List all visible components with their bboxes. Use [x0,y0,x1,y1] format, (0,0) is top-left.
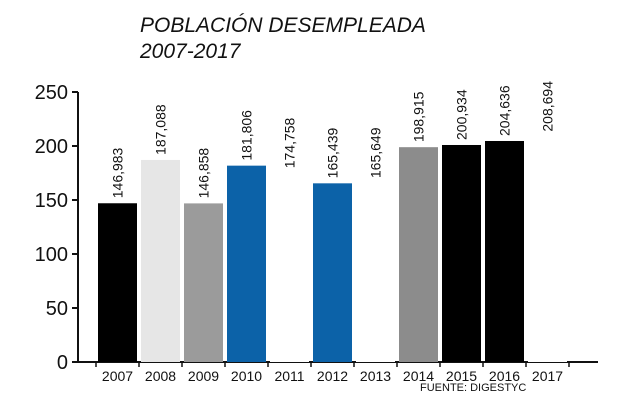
chart-bars [98,136,567,362]
x-tick-label-2012: 2012 [317,368,348,384]
y-tick-label: 150 [35,190,68,212]
bar-2008 [141,159,180,362]
data-label-2012: 165,439 [325,128,341,179]
data-label-2008: 187,088 [153,104,169,155]
bar-2015 [442,144,481,362]
source-note: FUENTE: DIGESTYC [420,382,526,394]
x-tick-label-2011: 2011 [274,368,304,384]
x-tick-label-2017: 2017 [532,368,563,384]
x-tick-label-2015: 2015 [446,368,477,384]
data-label-2010: 181,806 [239,110,255,161]
data-label-2014: 198,915 [411,91,427,142]
x-tick-label-2008: 2008 [145,368,176,384]
chart-x-ticks: 2007 2008 2009 2010 2011 2012 2013 2014 2015 2016… [102,368,563,384]
data-label-2017: 208,694 [540,81,556,132]
data-label-2016: 204,636 [497,85,513,136]
bar-2007 [98,203,137,362]
x-tick-label-2007: 2007 [102,368,133,384]
chart-title: POBLACIÓN DESEMPLEADA [140,14,426,37]
bar-2017 [528,136,567,362]
bar-2010 [227,165,266,362]
x-tick-label-2013: 2013 [360,368,391,384]
bar-2012 [313,183,352,362]
data-label-2007: 146,983 [110,147,126,198]
y-tick-label: 100 [35,244,68,266]
y-tick-label: 0 [57,352,68,374]
data-label-2011: 174,758 [282,117,298,168]
bar-2014 [399,147,438,362]
bar-2009 [184,203,223,362]
chart-data-labels: 146,983 187,088 146,858 181,806 174,758 165,4… [110,81,556,199]
chart-y-ticks: 0 50 100 150 200 250 [35,82,78,374]
x-tick-label-2010: 2010 [231,368,262,384]
bar-2016 [485,140,524,362]
bar-2011 [270,173,309,362]
data-label-2015: 200,934 [454,89,470,140]
y-tick-label: 250 [35,82,68,104]
data-label-2013: 165,649 [368,127,384,178]
bar-2013 [356,183,395,362]
x-tick-label-2014: 2014 [403,368,434,384]
y-tick-label: 200 [35,136,68,158]
y-tick-label: 50 [46,298,68,320]
x-tick-label-2016: 2016 [489,368,520,384]
x-tick-label-2009: 2009 [188,368,219,384]
data-label-2009: 146,858 [196,148,212,199]
chart-subtitle: 2007-2017 [139,40,242,63]
